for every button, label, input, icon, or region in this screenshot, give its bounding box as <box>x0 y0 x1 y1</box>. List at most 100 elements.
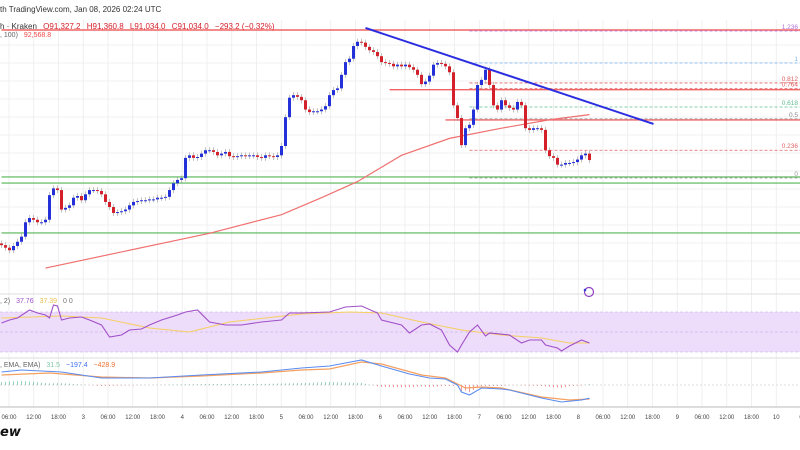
time-tick-label: 5 <box>280 415 284 421</box>
candle-down <box>192 155 195 158</box>
low-value: L91,034.0 <box>129 22 166 31</box>
candle-down <box>588 153 591 161</box>
time-tick-label: 18:00 <box>249 415 265 421</box>
candle-up <box>436 62 439 65</box>
candle-up <box>160 197 163 199</box>
candle-up <box>152 199 155 201</box>
candle-up <box>564 162 567 165</box>
candle-up <box>224 151 227 154</box>
time-tick-label: 10 <box>773 415 780 421</box>
candle-up <box>88 190 91 195</box>
time-tick-label: 06:00 <box>1 415 17 421</box>
fib-level-label: 0.236 <box>782 143 799 150</box>
candle-down <box>304 100 307 110</box>
candle-down <box>296 95 299 97</box>
time-tick-label: 18:00 <box>546 415 562 421</box>
candle-up <box>148 199 151 201</box>
rsi-ma-value: 37.39 <box>39 298 58 305</box>
candle-down <box>448 66 451 73</box>
symbol-label[interactable]: h · Kraken <box>0 22 37 31</box>
candle-up <box>320 109 323 112</box>
candle-up <box>468 124 471 129</box>
macd-panel <box>0 359 800 403</box>
candle-up <box>116 212 119 214</box>
candle-up <box>24 222 27 237</box>
time-tick-label: 4 <box>181 415 185 421</box>
rsi-panel <box>0 304 800 353</box>
candle-up <box>16 241 19 246</box>
open-value: O91,327.2 <box>43 22 81 31</box>
candle-up <box>48 195 51 220</box>
candle-down <box>104 194 107 202</box>
time-tick-label: 12:00 <box>125 415 141 421</box>
candle-down <box>232 156 235 158</box>
candle-up <box>480 79 483 85</box>
fib-level-label: 0.764 <box>782 81 799 88</box>
ma-value: 92,568.8 <box>23 32 52 39</box>
candle-down <box>212 150 215 152</box>
time-tick-label: 12:00 <box>620 415 636 421</box>
trendline[interactable] <box>365 27 654 125</box>
candle-up <box>84 194 87 201</box>
candle-down <box>412 67 415 70</box>
candle-down <box>260 157 263 159</box>
rsi-ma-line <box>1 311 590 344</box>
time-tick-label: 06:00 <box>298 415 314 421</box>
candle-up <box>208 150 211 152</box>
candle-up <box>580 155 583 160</box>
candle-up <box>168 190 171 197</box>
signal-value: −428.9 <box>93 362 116 369</box>
candle-down <box>108 201 111 208</box>
ma-params[interactable]: , 100) <box>0 32 18 39</box>
candle-up <box>184 157 187 179</box>
candle-up <box>560 164 563 166</box>
time-tick-label: 6 <box>379 415 383 421</box>
time-tick-label: 18:00 <box>348 415 364 421</box>
candle-up <box>428 75 431 82</box>
candle-down <box>492 84 495 106</box>
time-tick-label: 18:00 <box>645 415 661 421</box>
candle-down <box>112 207 115 213</box>
candle-up <box>404 64 407 67</box>
candle-down <box>8 247 11 251</box>
macd-line <box>1 359 590 403</box>
candle-up <box>20 236 23 242</box>
high-value: H91,360.8 <box>86 22 124 31</box>
macd-value: −197.4 <box>65 362 88 369</box>
candle-up <box>500 100 503 110</box>
candle-down <box>4 245 7 248</box>
candle-up <box>424 81 427 85</box>
candle-down <box>408 64 411 68</box>
candle-up <box>44 219 47 223</box>
candle-up <box>324 106 327 110</box>
candle-down <box>364 42 367 47</box>
candle-up <box>72 197 75 206</box>
time-axis[interactable]: 06:00 12:00 18:00 3 06:00 12:00 18:00 4 06:00 12:… <box>0 406 800 421</box>
rsi-value: 37.76 <box>16 298 34 305</box>
time-tick-label: 18:00 <box>150 415 166 421</box>
candle-down <box>360 41 363 43</box>
candle-down <box>60 190 63 210</box>
candle-up <box>332 90 335 96</box>
candle-up <box>52 188 55 196</box>
macd-params[interactable]: , EMA, EMA) <box>0 362 41 369</box>
time-tick-label: 12:00 <box>26 415 42 421</box>
candle-down <box>452 72 455 106</box>
fib-level-label: 0.5 <box>789 112 798 119</box>
candle-down <box>376 51 379 57</box>
candle-down <box>384 62 387 64</box>
time-tick-label: 12:00 <box>224 415 240 421</box>
replay-icon[interactable] <box>583 286 595 298</box>
rsi-line <box>1 304 590 353</box>
candle-up <box>352 46 355 59</box>
candle-down <box>372 50 375 52</box>
candle-up <box>284 117 287 146</box>
rsi-params[interactable]: , 2) <box>0 298 11 305</box>
candle-up <box>68 205 71 208</box>
time-tick-label: 06:00 <box>694 415 710 421</box>
candle-down <box>32 218 35 220</box>
candle-up <box>568 162 571 164</box>
change-value: −293.2 (−0.32%) <box>214 22 275 31</box>
